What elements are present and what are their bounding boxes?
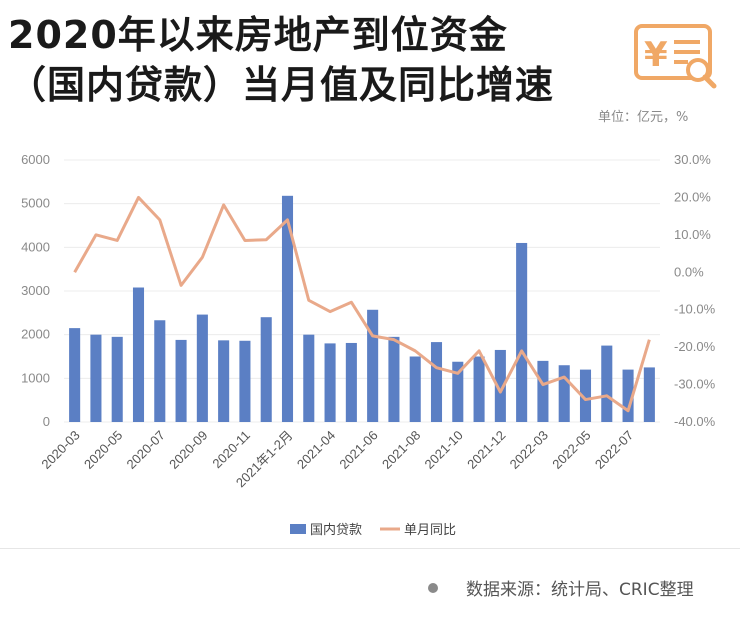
x-tick-label: 2020-11 [209,428,253,472]
x-tick-label: 2022-05 [549,428,593,472]
y-right-tick-label: 0.0% [674,264,704,279]
bar [516,242,528,422]
bullet-icon [428,583,438,593]
bar [218,340,230,422]
divider [0,548,740,549]
chart-title-line1: 2020年以来房地产到位资金 [8,13,508,57]
x-tick-label: 2021-12 [464,428,508,472]
x-tick-label: 2020-03 [38,428,82,472]
bar [260,317,272,422]
bar [90,334,102,422]
y-right-tick-label: 10.0% [674,227,711,242]
x-tick-label: 2021-10 [422,428,466,472]
x-tick-label: 2021-06 [336,428,380,472]
y-left-tick-label: 5000 [21,196,50,211]
bar [537,360,549,422]
y-left-tick-label: 3000 [21,283,50,298]
legend-label-bar: 国内贷款 [310,522,362,538]
y-right-tick-label: -20.0% [674,339,716,354]
legend-label-line: 单月同比 [404,523,456,538]
bar [239,340,251,422]
legend-swatch-bar [290,524,306,534]
y-left-tick-label: 0 [43,414,50,429]
y-right-tick-label: -40.0% [674,414,716,429]
y-right-tick-label: 30.0% [674,152,711,167]
bar [132,287,145,422]
line-series-yoy [73,195,651,413]
source-text: 数据来源：统计局、CRIC整理 [466,580,694,600]
y-left-tick-label: 6000 [21,152,50,167]
chart-title-line2: （国内贷款）当月值及同比增速 [8,63,555,107]
bar [622,369,634,422]
bar [409,356,421,422]
x-tick-label: 2020-07 [124,428,168,472]
x-tick-label: 2020-05 [81,428,125,472]
unit-label: 单位：亿元，% [598,110,689,125]
bar [601,345,613,422]
x-tick-label: 2021-08 [379,428,423,472]
svg-text:¥: ¥ [644,35,668,75]
bar [324,343,336,422]
bar [643,367,655,422]
bar [473,356,485,422]
y-left-tick-label: 2000 [21,327,50,342]
y-left-tick-label: 1000 [21,370,50,385]
source-note: 数据来源：统计局、CRIC整理 [428,575,694,600]
y-left-tick-label: 4000 [21,239,50,254]
yuan-invoice-search-icon: ¥ [634,24,717,89]
bar [154,320,166,422]
x-tick-label: 2020-09 [166,428,210,472]
x-tick-label: 2022-07 [592,428,636,472]
bar [303,334,315,422]
bar [69,328,81,422]
bar [558,365,570,422]
bar [345,342,357,422]
bar [452,361,464,422]
y-right-tick-label: -30.0% [674,377,716,392]
bar [430,342,443,422]
y-right-tick-label: 20.0% [674,189,711,204]
x-tick-label: 2022-03 [507,428,551,472]
bar [579,369,592,422]
bar [494,349,506,422]
x-tick-label: 2021-04 [294,428,338,472]
bar [281,195,294,422]
bar [367,309,379,422]
bar [111,336,123,422]
y-right-tick-label: -10.0% [674,302,716,317]
bar [196,314,208,422]
bar [175,339,187,422]
combo-chart: 0 1000 2000 3000 4000 5000 6000 30.0% 20.0% 10.0%… [21,152,716,538]
bar [388,336,400,422]
chart-title: 2020年以来房地产到位资金 （国内贷款）当月值及同比增速 [8,10,554,110]
